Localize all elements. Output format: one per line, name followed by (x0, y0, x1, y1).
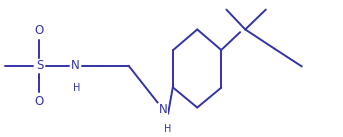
Text: H: H (73, 83, 81, 93)
Text: N: N (158, 103, 167, 116)
Text: S: S (36, 59, 43, 72)
Text: N: N (71, 59, 80, 72)
Text: O: O (35, 24, 44, 37)
Text: H: H (164, 124, 172, 134)
Text: O: O (35, 95, 44, 108)
